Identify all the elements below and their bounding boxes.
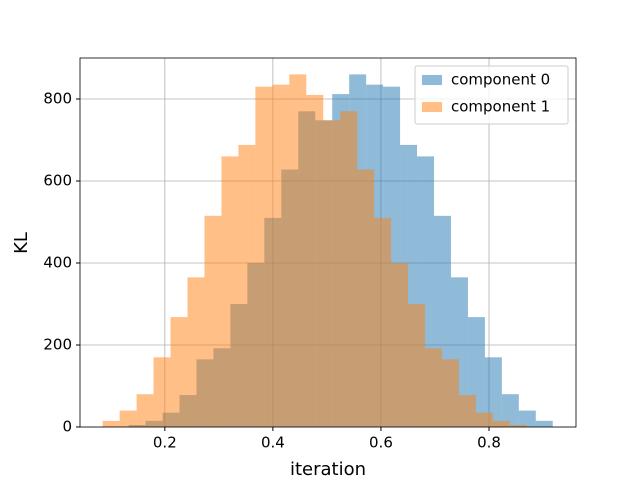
histogram-bar [238,144,256,428]
x-tick-label: 0.8 [477,434,501,452]
histogram-bar [136,394,154,427]
legend-box [414,65,569,125]
histogram-bar [391,263,409,427]
histogram-bar [442,359,459,427]
y-tick-label: 0 [62,418,72,436]
histogram-bar [102,420,120,427]
x-tick-label: 0.2 [153,434,177,452]
histogram-bar [425,348,443,427]
plot-frame [79,57,577,428]
histogram-bar [306,94,324,428]
x-tick-label: 0.4 [261,434,285,452]
y-tick-label: 400 [43,254,72,272]
histogram-bar [221,156,239,427]
histogram-bar [535,420,553,427]
y-tick-label: 800 [43,90,72,108]
histogram-bar [153,357,171,427]
histogram-bar [509,424,527,427]
histogram-bar [323,120,341,427]
histogram-bar [484,357,502,427]
histogram-bar [204,215,222,427]
y-axis-label: KL [11,232,32,254]
histogram-bar [492,420,510,427]
legend-swatch [422,75,442,85]
histogram-bar [119,410,137,427]
x-tick-label: 0.6 [369,434,393,452]
histogram-bar [475,412,493,427]
histogram-bar [272,84,290,428]
histogram-bar [374,217,392,427]
legend-swatch [422,102,442,112]
histogram-bar [255,86,273,427]
histogram-bar [408,304,426,427]
histogram-bar [357,169,375,427]
legend: component 0 component 1 [414,65,569,125]
histogram-bar [289,74,307,428]
histogram-bar [187,277,205,427]
legend-label: component 1 [451,98,550,116]
x-axis-label: iteration [290,459,366,480]
histogram-bar [501,394,519,427]
y-tick-label: 200 [43,336,72,354]
histogram-bar [170,317,188,427]
histogram-bar [340,111,358,428]
y-tick-label: 600 [43,172,72,190]
histogram-bar [518,410,536,427]
histogram-bar [458,395,476,427]
legend-label: component 0 [451,71,550,89]
